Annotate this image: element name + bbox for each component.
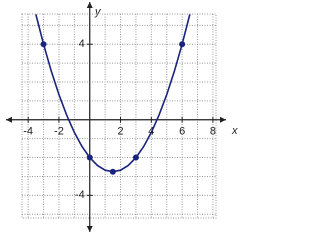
point bbox=[109, 168, 116, 175]
y-tick-label: 4 bbox=[79, 38, 85, 50]
x-tick-label: -4 bbox=[23, 126, 33, 138]
point bbox=[132, 154, 139, 161]
curve bbox=[35, 14, 191, 173]
chart: y x -4 -2 2 4 6 8-44 bbox=[6, 2, 238, 232]
plot-border bbox=[21, 13, 217, 219]
y-axis-label: y bbox=[94, 6, 102, 18]
x-tick-label: 2 bbox=[117, 126, 123, 138]
x-tick-label: -2 bbox=[54, 126, 64, 138]
x-tick-label: 8 bbox=[210, 126, 216, 138]
x-tick-label: 6 bbox=[179, 126, 185, 138]
x-axis-label: x bbox=[231, 125, 238, 137]
point bbox=[86, 154, 93, 161]
y-tick-label: -4 bbox=[75, 189, 85, 201]
point bbox=[179, 41, 186, 48]
point bbox=[40, 41, 47, 48]
